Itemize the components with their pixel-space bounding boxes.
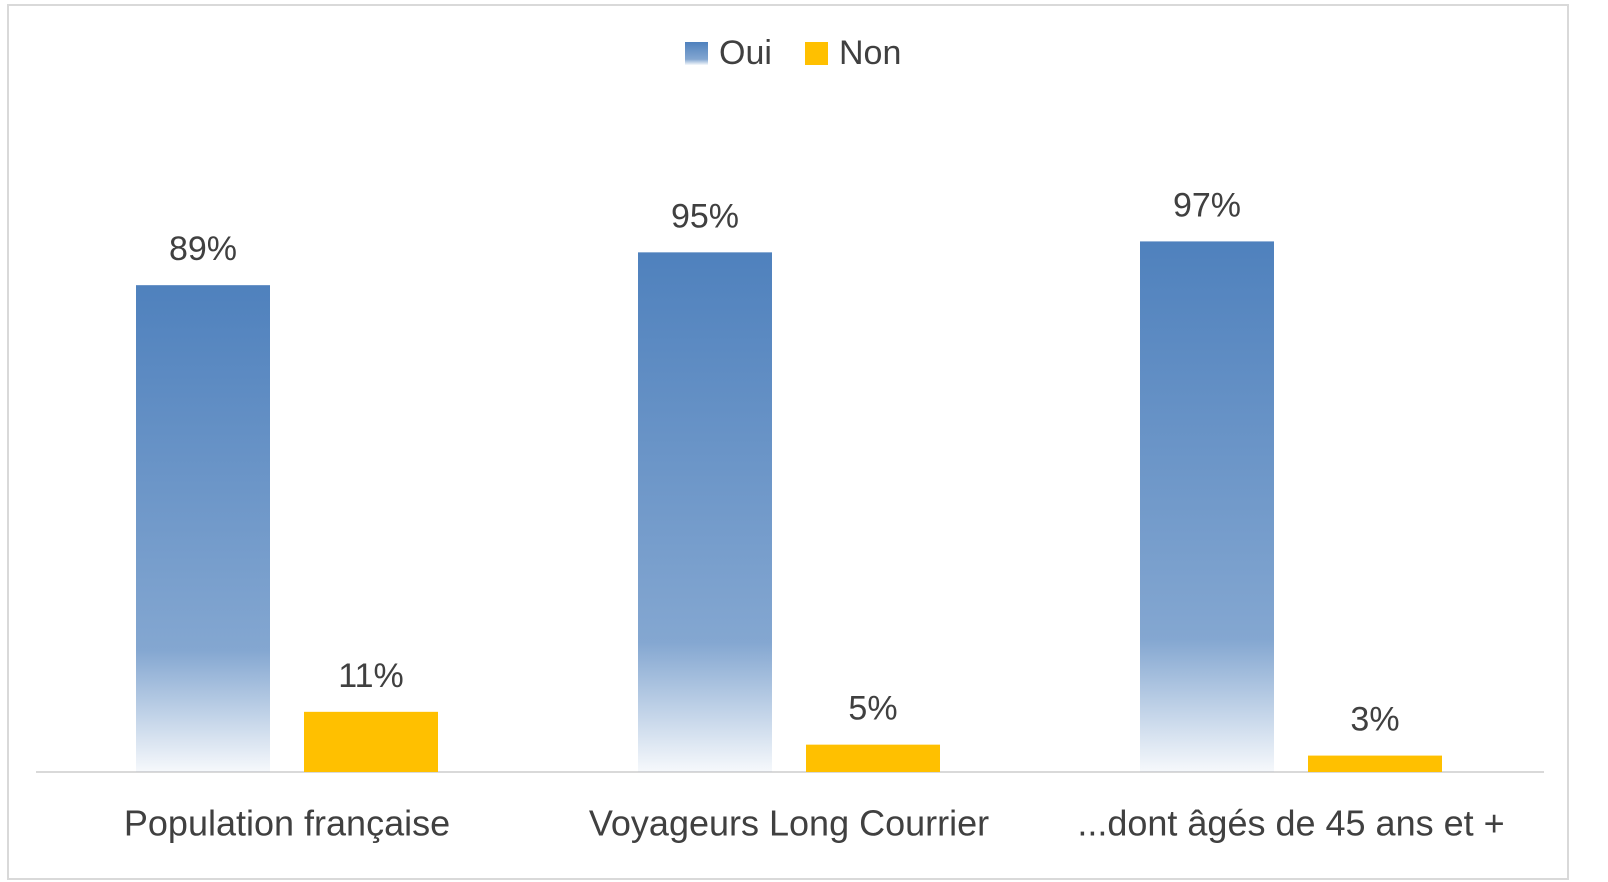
value-label: 3% [1350, 701, 1399, 739]
bar [1308, 755, 1442, 772]
legend-label: Non [839, 34, 901, 72]
bar [638, 252, 772, 773]
value-label: 97% [1173, 186, 1241, 224]
value-label: 89% [169, 230, 237, 268]
bar [806, 744, 940, 772]
x-tick-label: Population française [124, 803, 450, 844]
legend-swatch [805, 42, 828, 65]
value-label: 5% [848, 690, 897, 728]
value-label: 11% [338, 657, 404, 695]
bar [136, 285, 270, 772]
bar [1140, 241, 1274, 772]
x-tick-label: ...dont âgés de 45 ans et + [1077, 803, 1504, 844]
legend-label: Oui [719, 34, 772, 72]
x-tick-label: Voyageurs Long Courrier [589, 803, 989, 844]
value-label: 95% [671, 197, 739, 235]
bar [304, 711, 438, 772]
legend-swatch [685, 42, 708, 65]
